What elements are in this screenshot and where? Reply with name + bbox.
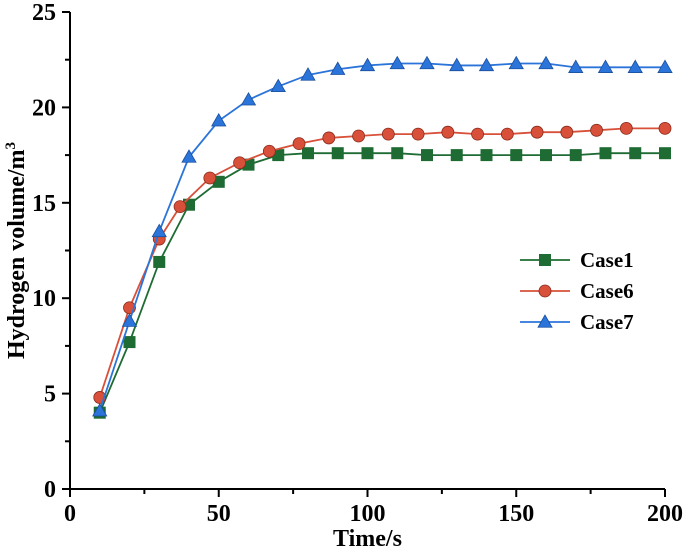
y-tick-label: 15 (32, 191, 56, 217)
data-point (240, 91, 257, 106)
data-point (450, 149, 463, 162)
data-point (121, 313, 138, 327)
data-point (597, 59, 614, 73)
data-point (540, 149, 552, 162)
data-point (419, 55, 435, 70)
legend-item: Case7 (520, 310, 634, 334)
data-point (619, 121, 633, 135)
data-point (530, 125, 544, 139)
y-tick-label: 25 (32, 0, 56, 26)
legend-marker (538, 284, 552, 298)
legend: Case1 Case6 Case7 (520, 248, 634, 334)
data-point (361, 147, 374, 160)
data-point (151, 223, 167, 238)
data-point (629, 147, 642, 160)
x-axis-title: Time/s (333, 526, 402, 550)
legend-label: Case1 (580, 248, 634, 272)
data-point (568, 59, 584, 73)
data-point (478, 57, 495, 72)
data-point (411, 127, 425, 141)
data-point (627, 59, 643, 73)
data-point (181, 149, 197, 163)
y-axis-title-superscript: 3 (3, 142, 19, 150)
data-point (233, 156, 246, 170)
y-tick-label: 0 (44, 477, 56, 503)
data-point (330, 61, 346, 75)
y-tick-label: 5 (44, 382, 56, 408)
data-point (262, 144, 276, 158)
data-point (500, 127, 514, 141)
data-point (359, 57, 376, 72)
data-point (657, 59, 673, 73)
legend-label: Case7 (580, 310, 634, 334)
y-tick-label: 10 (32, 286, 56, 312)
series-layer (92, 55, 673, 419)
data-point (391, 147, 404, 160)
data-point (270, 78, 286, 93)
legend-item: Case1 (520, 248, 634, 272)
legend-label: Case6 (580, 279, 634, 303)
data-point (560, 125, 574, 139)
data-point (211, 112, 227, 127)
x-tick-label: 0 (64, 501, 76, 527)
series-case7 (92, 55, 673, 417)
series-line (98, 62, 665, 412)
x-tick-label: 100 (350, 501, 386, 527)
y-axis-title-main: Hydrogen volume/m (4, 149, 30, 359)
data-point (569, 149, 582, 162)
data-point (508, 55, 524, 70)
data-point (480, 149, 493, 162)
data-point (292, 137, 306, 151)
legend-marker (537, 314, 553, 328)
y-axis-title: Hydrogen volume/m3 (3, 142, 30, 359)
x-tick-label: 150 (498, 501, 534, 527)
y-tick-label: 20 (32, 95, 56, 121)
data-point (441, 125, 455, 139)
data-point (590, 123, 603, 137)
data-point (421, 149, 433, 162)
data-point (449, 57, 465, 72)
data-point (173, 200, 187, 214)
legend-marker (539, 254, 551, 266)
data-point (300, 67, 316, 81)
data-point (389, 55, 405, 70)
legend-item: Case6 (520, 279, 634, 303)
axes: 0 50 100 150 200 0 5 10 15 20 25 (32, 0, 683, 527)
data-point (381, 127, 395, 141)
data-point (153, 255, 166, 268)
x-tick-label: 200 (647, 501, 683, 527)
data-point (92, 402, 108, 417)
data-point (123, 336, 136, 349)
data-point (203, 171, 217, 185)
x-tick-label: 50 (207, 501, 231, 527)
data-point (659, 147, 671, 160)
data-point (538, 55, 554, 70)
data-point (302, 147, 314, 160)
data-point (352, 129, 365, 143)
data-point (510, 149, 523, 162)
data-point (599, 147, 612, 160)
data-point (322, 131, 336, 145)
series-case6 (93, 121, 672, 404)
data-point (331, 147, 344, 160)
data-point (471, 127, 484, 141)
data-point (658, 121, 672, 135)
